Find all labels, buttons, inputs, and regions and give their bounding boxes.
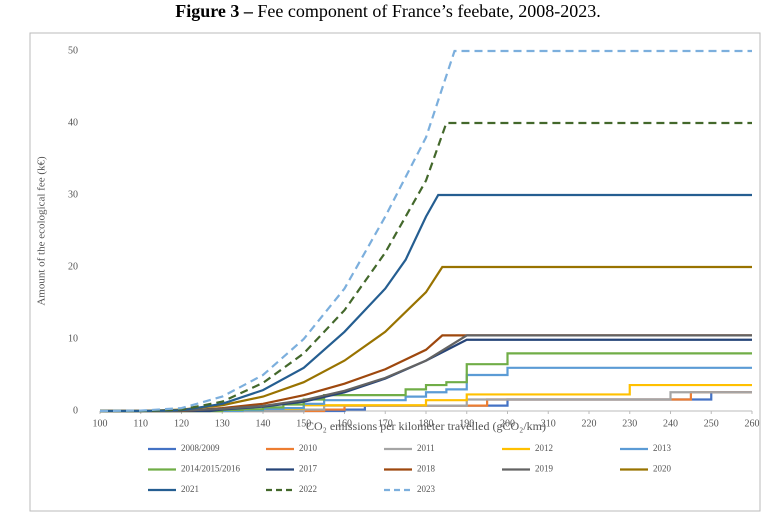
x-tick-label: 240 — [663, 418, 678, 429]
legend-label: 2023 — [417, 484, 436, 494]
x-tick-label: 250 — [704, 418, 719, 429]
y-tick-label: 20 — [68, 261, 78, 272]
x-axis-label: CO₂ emissions per kilometer travelled (g… — [306, 419, 546, 433]
x-tick-label: 230 — [622, 418, 637, 429]
x-tick-label: 140 — [256, 418, 271, 429]
x-tick-label: 130 — [215, 418, 230, 429]
legend-label: 2013 — [653, 443, 672, 453]
legend-label: 2021 — [181, 484, 199, 494]
series-line — [99, 49, 752, 413]
x-tick-label: 210 — [541, 418, 556, 429]
y-tick-label: 0 — [73, 405, 78, 416]
legend-label: 2008/2009 — [181, 443, 220, 453]
x-tick-label: 120 — [174, 418, 189, 429]
x-tick-label: 160 — [337, 418, 352, 429]
legend-label: 2012 — [535, 443, 553, 453]
legend-label: 2019 — [535, 464, 554, 474]
y-tick-label: 40 — [68, 117, 78, 128]
x-tick-label: 260 — [745, 418, 760, 429]
title-text: Fee component of France’s feebate, 2008-… — [257, 1, 600, 21]
x-tick-label: 220 — [582, 418, 597, 429]
title-label: Figure 3 – — [175, 1, 254, 21]
y-tick-label: 30 — [68, 189, 78, 200]
x-tick-label: 190 — [459, 418, 474, 429]
legend-label: 2014/2015/2016 — [181, 464, 241, 474]
y-tick-label: 10 — [68, 333, 78, 344]
legend-label: 2020 — [653, 464, 672, 474]
legend-label: 2017 — [299, 464, 318, 474]
series-line — [100, 193, 752, 413]
chart-frame — [29, 32, 761, 512]
x-tick-label: 200 — [500, 418, 515, 429]
legend-label: 2011 — [417, 443, 435, 453]
legend-label: 2018 — [417, 464, 436, 474]
y-axis-label: Amount of the ecological fee (k€) — [36, 156, 48, 306]
x-tick-label: 150 — [296, 418, 311, 429]
x-tick-label: 110 — [133, 418, 148, 429]
chart-title: Figure 3 – Fee component of France’s fee… — [175, 1, 601, 21]
legend-label: 2022 — [299, 484, 317, 494]
x-tick-label: 100 — [93, 418, 108, 429]
legend-label: 2010 — [299, 443, 318, 453]
series-line — [100, 334, 752, 413]
y-tick-label: 50 — [68, 45, 78, 56]
x-tick-label: 180 — [419, 418, 434, 429]
series-line — [100, 338, 752, 413]
x-tick-label: 170 — [378, 418, 393, 429]
